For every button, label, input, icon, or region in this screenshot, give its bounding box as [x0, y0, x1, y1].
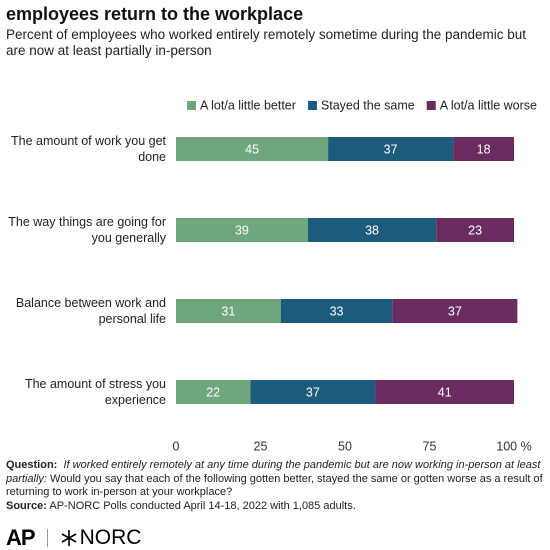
value-label: 22 — [206, 385, 220, 399]
legend-label: A lot/a little worse — [440, 98, 537, 112]
category-label: The amount of stress you experience — [24, 377, 166, 407]
value-label: 37 — [384, 142, 398, 156]
bar-segment — [250, 380, 376, 404]
legend-label: Stayed the same — [321, 98, 415, 112]
question-italic: If worked entirely remotely at any time … — [6, 459, 541, 485]
legend: A lot/a little better Stayed the same A lo… — [187, 98, 537, 112]
x-tick-label: 100 % — [496, 439, 531, 453]
divider — [46, 528, 48, 547]
chart-subtitle: Percent of employees who worked entirely… — [6, 27, 527, 58]
value-label: 31 — [221, 304, 235, 318]
bar-segment — [392, 299, 518, 323]
legend-swatch — [187, 101, 197, 110]
chart-title: employees return to the workplace — [6, 4, 304, 24]
value-label: 23 — [468, 223, 482, 237]
question-label: Question: — [6, 459, 58, 471]
x-tick-label: 75 — [423, 439, 437, 453]
value-label: 38 — [365, 223, 379, 237]
value-label: 37 — [448, 304, 462, 318]
x-tick-label: 50 — [338, 439, 352, 453]
logo-norc: NORC — [79, 525, 142, 549]
question-text: Would you say that each of the following… — [6, 472, 543, 499]
x-tick-label: 25 — [254, 439, 268, 453]
logo-mark — [61, 529, 76, 546]
legend-item: A lot/a little better — [187, 98, 296, 112]
value-label: 18 — [477, 142, 491, 156]
value-label: 41 — [438, 385, 452, 399]
bar-segment — [328, 137, 454, 161]
value-label: 39 — [235, 223, 249, 237]
bar-segment — [176, 299, 281, 323]
bar-segment — [280, 299, 393, 323]
value-label: 45 — [245, 142, 259, 156]
bar-segment — [307, 218, 437, 242]
bar-segment — [375, 380, 514, 404]
legend-item: A lot/a little worse — [426, 98, 537, 112]
legend-item: Stayed the same — [307, 98, 415, 112]
x-tick-label: 0 — [173, 439, 180, 453]
value-label: 37 — [306, 385, 320, 399]
legend-label: A lot/a little better — [200, 98, 296, 112]
bar-segment — [453, 137, 514, 161]
category-label: The amount of work you get done — [11, 134, 166, 164]
legend-swatch — [307, 101, 317, 110]
logos: AP NORC — [6, 525, 141, 550]
logo-ap: AP — [6, 524, 36, 550]
chart: A lot/a little better Stayed the same A lo… — [173, 98, 538, 453]
bar-segment — [176, 380, 251, 404]
bar-segment — [176, 218, 308, 242]
bar-segment — [176, 137, 329, 161]
bar-segment — [436, 218, 514, 242]
footer: Question: If worked entirely remotely at… — [6, 459, 546, 513]
legend-swatch — [426, 101, 436, 110]
source-label: Source: — [6, 499, 47, 512]
source-text: AP-NORC Polls conducted April 14-18, 202… — [49, 499, 356, 512]
value-label: 33 — [330, 304, 344, 318]
category-label: The way things are going for you general… — [8, 215, 166, 245]
category-label: Balance between work and personal life — [15, 296, 166, 326]
